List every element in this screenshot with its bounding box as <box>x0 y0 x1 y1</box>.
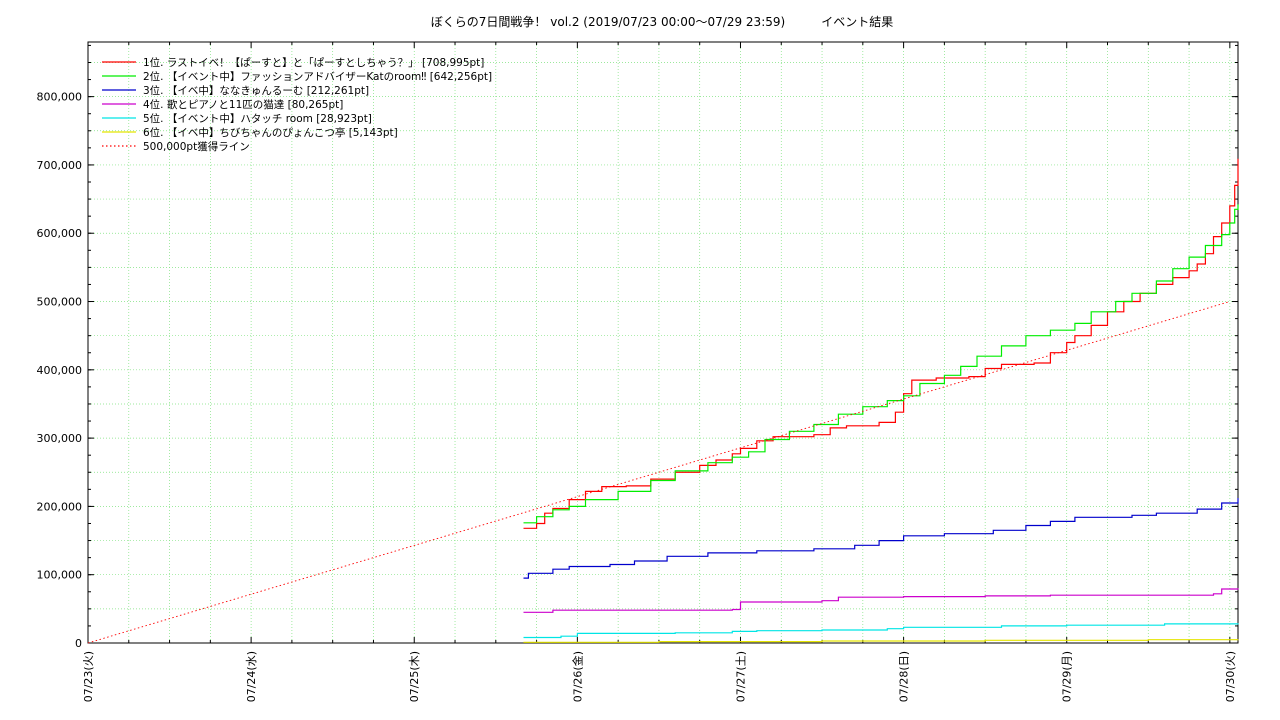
chart-grid <box>88 42 1238 643</box>
series-line-1 <box>523 158 1239 529</box>
series-line-5 <box>523 623 1239 639</box>
y-tick-label: 400,000 <box>37 364 83 377</box>
y-tick-label: 200,000 <box>37 500 83 513</box>
y-tick-label: 300,000 <box>37 432 83 445</box>
x-tick-label: 07/30(火) <box>1224 651 1237 702</box>
legend-label-1: 1位. ラストイベ！【ぱーすと】と「ぱーすとしちゃう？」 [708,995pt] <box>143 56 484 69</box>
legend: 1位. ラストイベ！【ぱーすと】と「ぱーすとしちゃう？」 [708,995pt]… <box>102 56 492 153</box>
x-tick-label: 07/24(水) <box>245 651 258 702</box>
legend-label-2: 2位. 【イベント中】ファッションアドバイザーKatのroom‼ [642,25… <box>143 70 492 83</box>
legend-label-5: 5位. 【イベント中】ハタッチ room [28,923pt] <box>143 112 372 125</box>
y-tick-label: 500,000 <box>37 296 83 309</box>
chart-title: ぼくらの7日間戦争！ vol.2 (2019/07/23 00:00～07/29… <box>431 15 893 29</box>
series-line-2 <box>523 204 1239 524</box>
series-line-7 <box>87 301 1230 644</box>
legend-label-4: 4位. 歌とピアノと11匹の猫達 [80,265pt] <box>143 98 343 111</box>
series-line-4 <box>523 588 1239 613</box>
y-tick-label: 100,000 <box>37 569 83 582</box>
legend-label-7: 500,000pt獲得ライン <box>143 140 250 153</box>
y-tick-label: 0 <box>75 637 82 650</box>
x-tick-label: 07/23(火) <box>82 651 95 702</box>
x-tick-label: 07/26(金) <box>570 651 584 702</box>
x-axis-labels: 07/23(火) 07/24(水) 07/25(木) 07/26(金) 07/27(土)… <box>82 651 1237 702</box>
x-tick-label: 07/28(日) <box>898 651 911 702</box>
x-tick-label: 07/25(木) <box>408 651 421 702</box>
legend-label-3: 3位. 【イベ中】ななきゅんるーむ [212,261pt] <box>143 84 369 97</box>
y-tick-label: 700,000 <box>37 159 83 172</box>
x-tick-label: 07/29(月) <box>1061 651 1074 702</box>
plot-area-frame <box>87 41 1239 644</box>
axis-ticks <box>87 42 1238 644</box>
y-tick-label: 600,000 <box>37 227 83 240</box>
y-axis-labels: 0 100,000 200,000 300,000 400,000 500,000 600,… <box>37 91 83 650</box>
y-tick-label: 800,000 <box>37 91 83 104</box>
series-line-6 <box>523 639 1239 643</box>
series-line-3 <box>523 498 1239 579</box>
x-tick-label: 07/27(土) <box>734 651 747 702</box>
legend-label-6: 6位. 【イベ中】ちびちゃんのぴょんこつ亭 [5,143pt] <box>143 126 398 139</box>
series-lines <box>87 158 1239 644</box>
